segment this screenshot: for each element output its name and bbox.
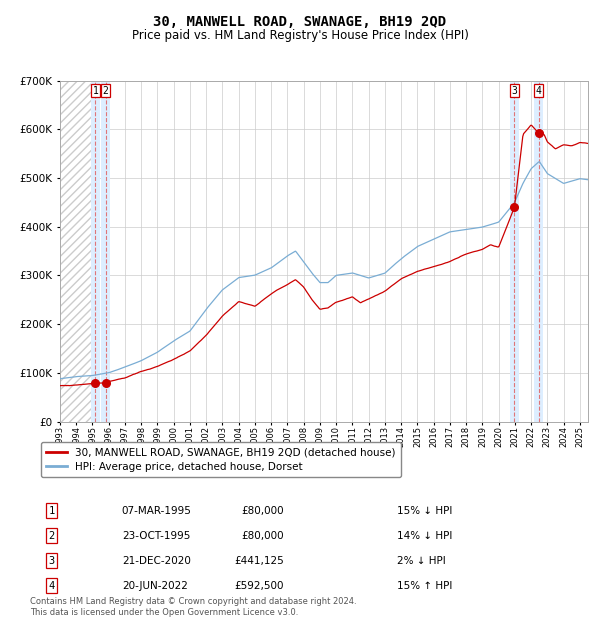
Text: 3: 3 — [49, 556, 55, 565]
Text: 14% ↓ HPI: 14% ↓ HPI — [397, 531, 452, 541]
Text: 1: 1 — [49, 506, 55, 516]
Text: 15% ↓ HPI: 15% ↓ HPI — [397, 506, 452, 516]
Text: £80,000: £80,000 — [241, 531, 284, 541]
Text: £441,125: £441,125 — [234, 556, 284, 565]
Text: £592,500: £592,500 — [234, 580, 284, 591]
Text: 2: 2 — [103, 86, 109, 95]
Bar — [535, 81, 543, 422]
Bar — [60, 81, 92, 422]
Text: 3: 3 — [511, 86, 517, 95]
Text: 4: 4 — [49, 580, 55, 591]
Text: Price paid vs. HM Land Registry's House Price Index (HPI): Price paid vs. HM Land Registry's House … — [131, 29, 469, 42]
Bar — [91, 81, 100, 422]
Bar — [510, 81, 519, 422]
Text: 30, MANWELL ROAD, SWANAGE, BH19 2QD: 30, MANWELL ROAD, SWANAGE, BH19 2QD — [154, 16, 446, 30]
Text: 4: 4 — [536, 86, 542, 95]
Text: 1: 1 — [92, 86, 98, 95]
Legend: 30, MANWELL ROAD, SWANAGE, BH19 2QD (detached house), HPI: Average price, detach: 30, MANWELL ROAD, SWANAGE, BH19 2QD (det… — [41, 442, 401, 477]
Text: Contains HM Land Registry data © Crown copyright and database right 2024.
This d: Contains HM Land Registry data © Crown c… — [30, 598, 356, 617]
Text: 21-DEC-2020: 21-DEC-2020 — [122, 556, 191, 565]
Text: 15% ↑ HPI: 15% ↑ HPI — [397, 580, 452, 591]
Text: 23-OCT-1995: 23-OCT-1995 — [122, 531, 190, 541]
Text: 2% ↓ HPI: 2% ↓ HPI — [397, 556, 446, 565]
Text: 2: 2 — [49, 531, 55, 541]
Text: £80,000: £80,000 — [241, 506, 284, 516]
Text: 20-JUN-2022: 20-JUN-2022 — [122, 580, 188, 591]
Bar — [101, 81, 110, 422]
Text: 07-MAR-1995: 07-MAR-1995 — [122, 506, 191, 516]
